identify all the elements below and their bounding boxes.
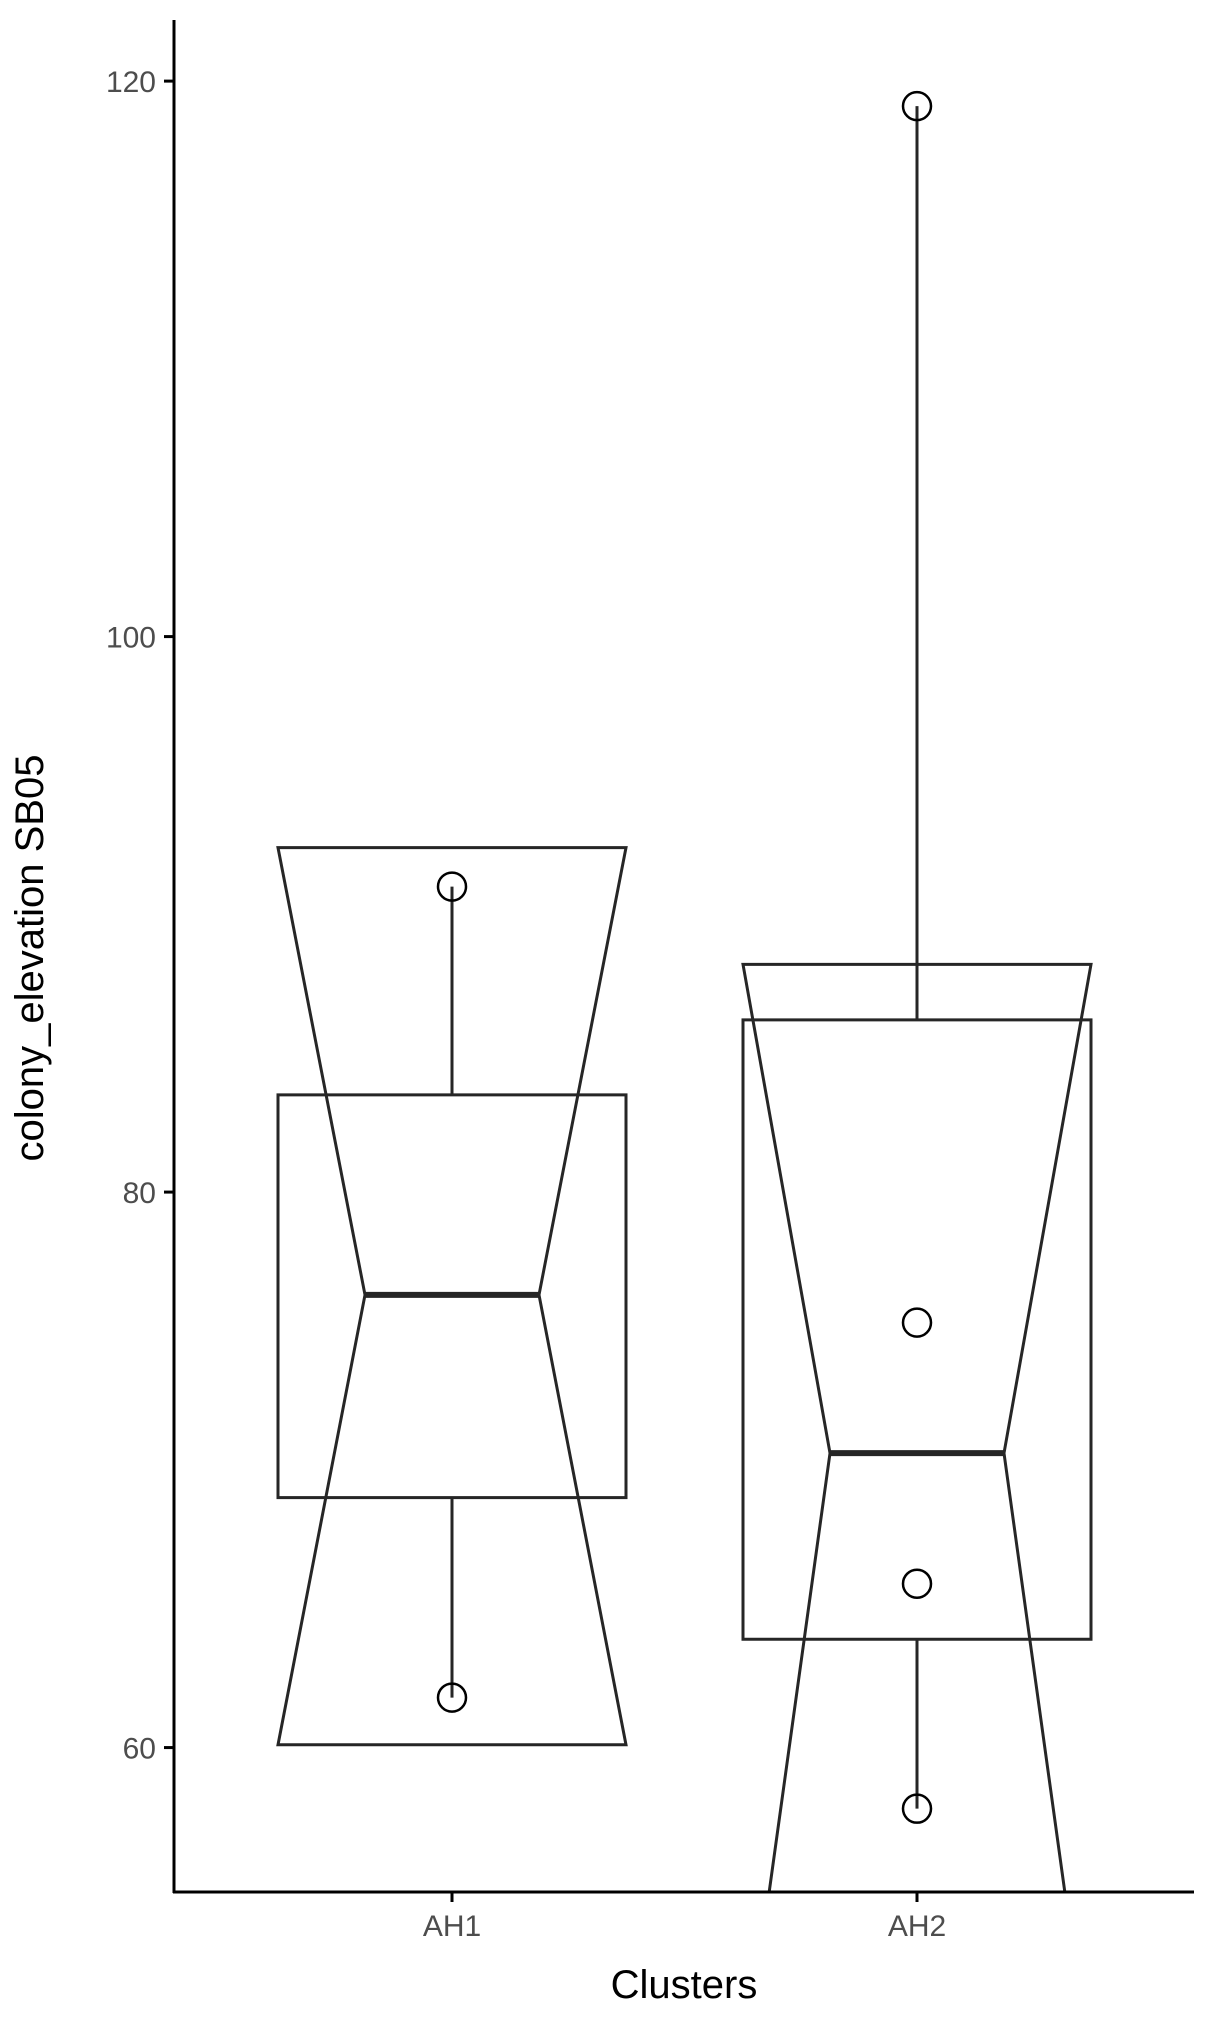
x-tick-label-ah1: AH1 (423, 1910, 481, 1943)
x-axis-title: Clusters (611, 1963, 758, 2007)
y-tick-label: 100 (106, 622, 156, 655)
y-tick-label: 60 (123, 1733, 156, 1766)
axes-layer: 60 80 100 120 AH1 AH2 (106, 20, 1194, 1943)
box-ah1 (276, 846, 628, 1747)
y-tick-label: 120 (106, 66, 156, 99)
data-point (901, 90, 933, 122)
data-point (901, 1793, 933, 1824)
box-ah2 (741, 90, 1093, 1892)
y-axis-title: colony_elevation SB05 (8, 755, 52, 1162)
data-point (901, 1568, 933, 1599)
data-point (436, 1682, 468, 1713)
boxes-layer (276, 90, 1093, 1892)
notch-outline (741, 962, 1093, 1892)
data-point (436, 871, 468, 902)
y-tick-label: 80 (123, 1177, 156, 1210)
x-tick-label-ah2: AH2 (888, 1910, 946, 1943)
box-rect (741, 1018, 1093, 1641)
data-point (901, 1307, 933, 1338)
